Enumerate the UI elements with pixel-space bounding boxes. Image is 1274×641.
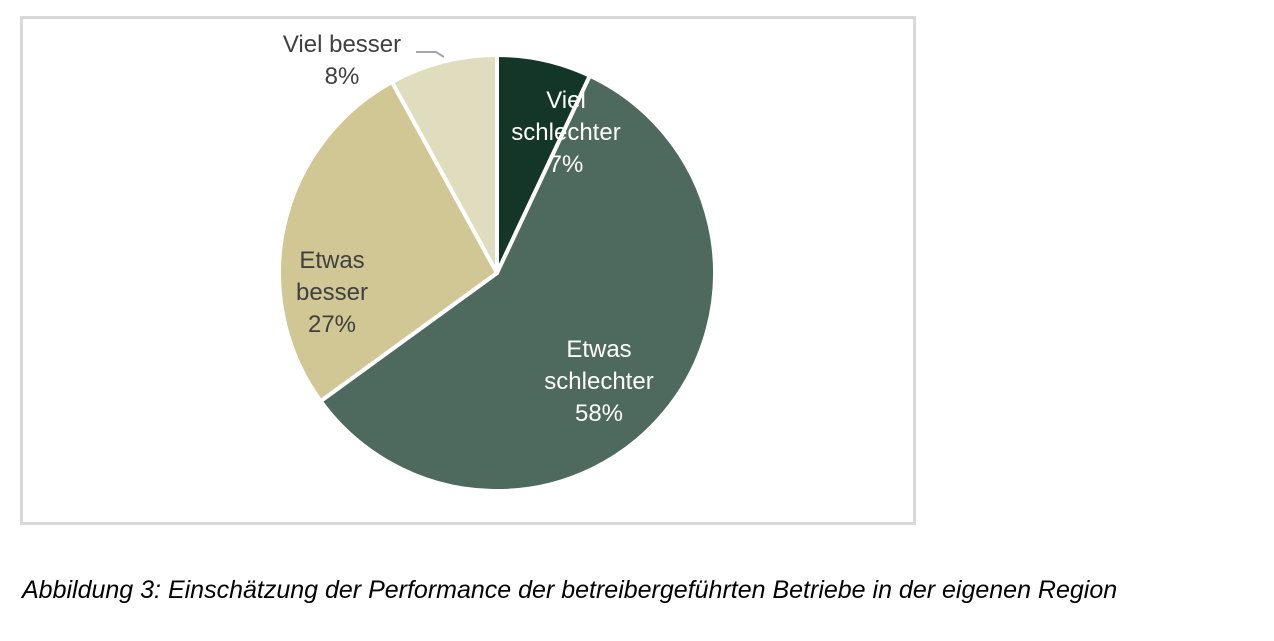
pie-slice-3 <box>389 53 499 275</box>
slice-label-line: Viel <box>546 87 586 114</box>
slice-label-etwas-besser: Etwas besser 27% <box>296 245 368 341</box>
pie-slice-2 <box>277 79 499 404</box>
leader-line-viel-besser <box>416 51 445 58</box>
slice-label-line: besser <box>295 279 369 306</box>
slice-label-etwas-schlechter: Etwas schlechter 58% <box>544 334 653 430</box>
pie-slice-1 <box>318 73 717 493</box>
slice-label-line: schlechter <box>544 368 654 395</box>
slice-value-label: 8% <box>324 63 360 90</box>
chart-frame <box>20 16 916 525</box>
slice-label-line: Etwas <box>299 247 365 274</box>
slice-value-label: 27% <box>307 311 357 338</box>
slice-value-label: 58% <box>574 400 624 427</box>
slice-label-viel-besser: Viel besser 8% <box>283 29 401 93</box>
slice-label-viel-schlechter: Viel schlechter 7% <box>511 85 620 181</box>
figure-caption: Abbildung 3: Einschätzung der Performanc… <box>22 576 1118 604</box>
slice-label-line: Etwas <box>566 336 632 363</box>
slice-value-label: 7% <box>548 151 584 178</box>
slice-label-line: Viel besser <box>282 31 402 58</box>
slice-label-line: schlechter <box>511 119 621 146</box>
